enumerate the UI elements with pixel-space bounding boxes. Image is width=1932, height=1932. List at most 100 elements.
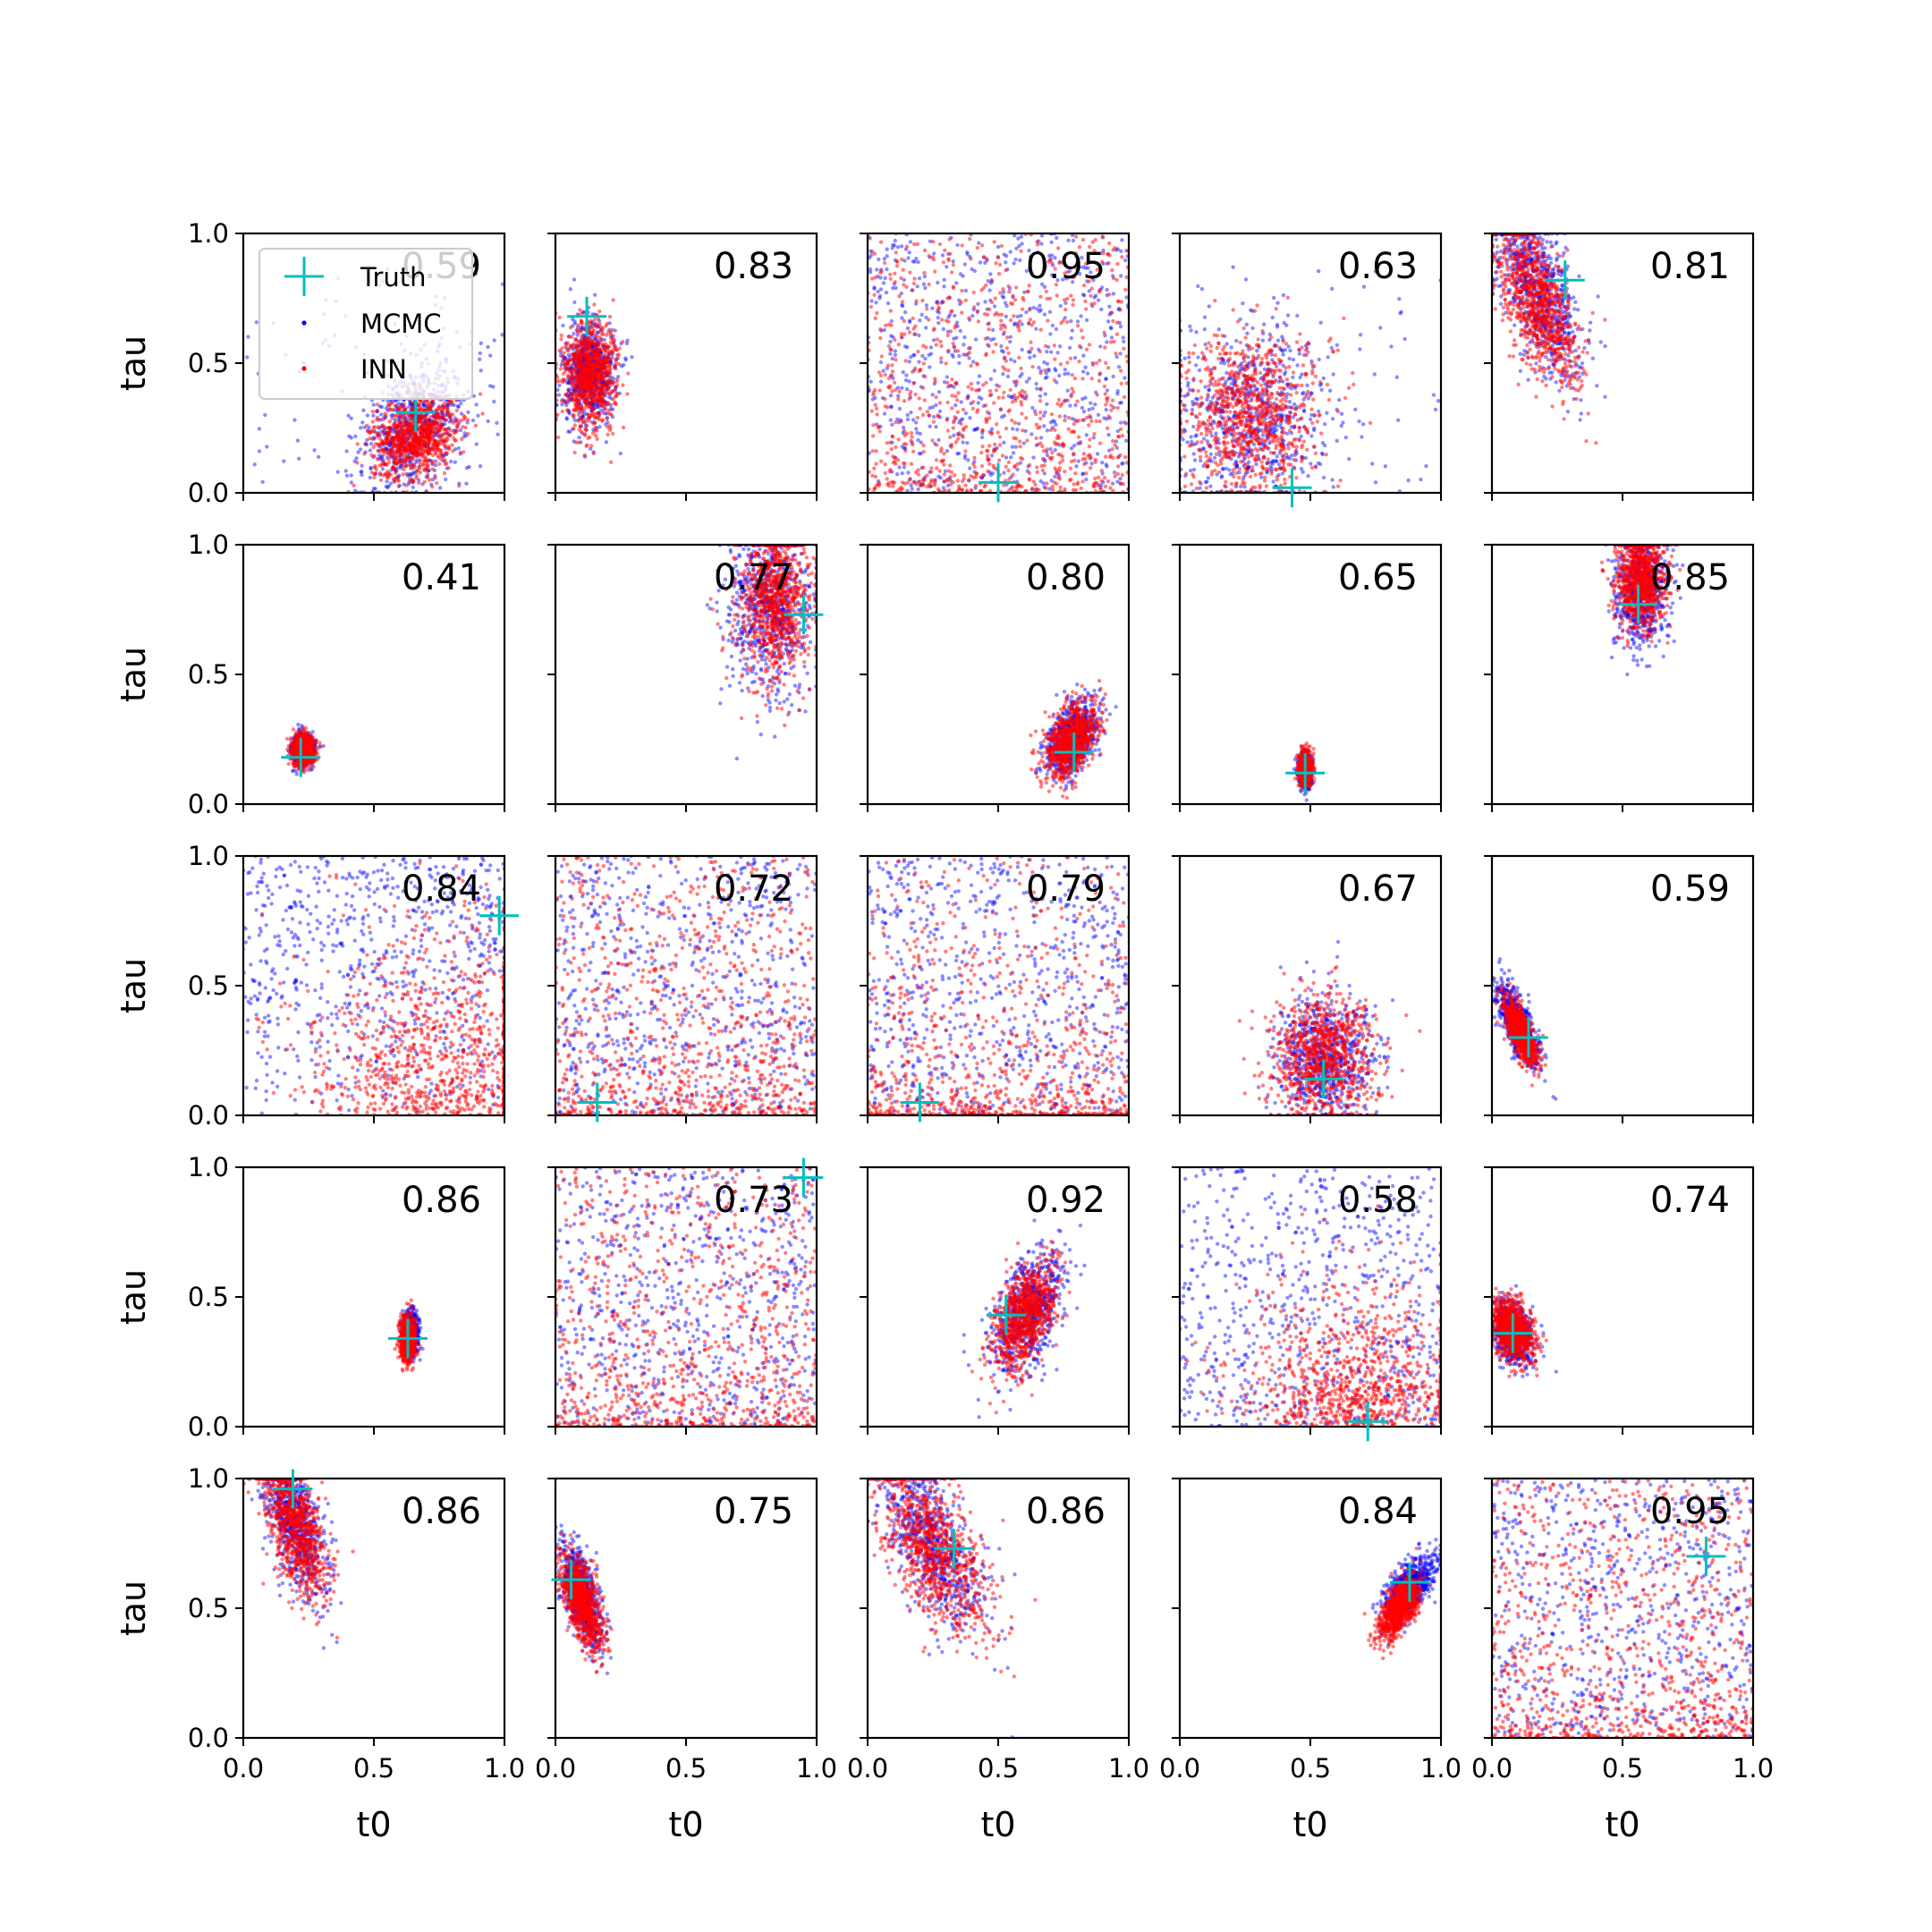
mcmc-point: [1076, 459, 1081, 463]
mcmc-point: [1015, 428, 1020, 432]
mcmc-point: [1229, 345, 1233, 350]
inn-point: [972, 464, 977, 470]
inn-point: [579, 318, 583, 323]
inn-point: [883, 462, 887, 467]
inn-point: [564, 362, 569, 367]
inn-point: [1019, 249, 1023, 253]
mcmc-point: [411, 471, 415, 476]
inn-point: [576, 388, 580, 393]
inn-point: [404, 454, 410, 459]
inn-point: [1103, 392, 1108, 396]
inn-point: [935, 466, 939, 470]
mcmc-point: [952, 385, 956, 389]
inn-point: [396, 474, 401, 479]
inn-point: [906, 480, 911, 485]
mcmc-point: [365, 413, 370, 418]
mcmc-point: [1070, 417, 1075, 421]
inn-point: [369, 429, 374, 434]
inn-point: [418, 416, 422, 420]
mcmc-point: [556, 393, 562, 397]
inn-point: [911, 479, 916, 485]
inn-point: [1042, 463, 1046, 468]
mcmc-point: [955, 242, 960, 248]
inn-point: [1097, 378, 1102, 383]
mcmc-point: [360, 472, 364, 478]
inn-point: [417, 453, 421, 457]
mcmc-point: [1087, 289, 1092, 293]
inn-point: [1092, 432, 1097, 436]
mcmc-point: [1042, 267, 1047, 272]
inn-point: [1075, 324, 1080, 328]
mcmc-point: [934, 402, 938, 408]
inn-point: [1013, 285, 1019, 290]
mcmc-point: [297, 456, 301, 461]
mcmc-point: [1269, 460, 1274, 465]
inn-point: [381, 417, 386, 421]
inn-point: [1056, 475, 1061, 480]
inn-point: [901, 267, 905, 272]
inn-point: [1008, 387, 1013, 393]
inn-point: [1106, 426, 1110, 430]
inn-point: [913, 392, 918, 397]
inn-point: [966, 385, 970, 389]
mcmc-point: [1287, 356, 1292, 361]
inn-point: [873, 316, 877, 320]
inn-point: [936, 301, 940, 306]
mcmc-point: [936, 316, 941, 320]
mcmc-point: [945, 375, 950, 379]
inn-point: [441, 454, 445, 460]
mcmc-point: [1112, 405, 1116, 410]
mcmc-point: [245, 355, 250, 360]
mcmc-point: [972, 428, 977, 432]
mcmc-point: [1221, 466, 1225, 471]
inn-point: [949, 270, 954, 275]
inn-point: [578, 384, 582, 388]
inn-point: [1018, 394, 1023, 398]
inn-point: [953, 323, 958, 327]
inn-point: [937, 242, 943, 247]
inn-point: [963, 352, 969, 358]
mcmc-point: [377, 453, 382, 458]
inn-point: [951, 341, 955, 346]
inn-point: [383, 411, 387, 416]
inn-point: [455, 418, 460, 422]
inn-point: [1027, 477, 1032, 481]
inn-point: [594, 433, 598, 438]
inn-point: [583, 427, 588, 431]
inn-point: [893, 280, 897, 284]
mcmc-point: [495, 420, 499, 425]
inn-point: [595, 340, 600, 344]
inn-point: [1124, 275, 1129, 280]
mcmc-point: [967, 356, 971, 360]
mcmc-point: [368, 475, 372, 480]
inn-point: [872, 466, 877, 470]
mcmc-point: [917, 451, 922, 456]
inn-point: [888, 309, 893, 313]
inn-point: [582, 392, 587, 396]
inn-point: [1111, 248, 1115, 252]
inn-point: [594, 380, 598, 385]
mcmc-point: [1083, 395, 1088, 400]
mcmc-point: [911, 259, 915, 264]
inn-point: [417, 480, 421, 485]
mcmc-point: [379, 404, 385, 410]
inn-point: [987, 321, 992, 326]
inn-point: [982, 312, 987, 317]
mcmc-point: [1038, 308, 1043, 312]
inn-point: [908, 477, 912, 481]
inn-point: [614, 385, 618, 389]
inn-point: [917, 396, 921, 401]
mcmc-point: [1055, 235, 1059, 241]
mcmc-point: [260, 479, 265, 484]
mcmc-point: [295, 438, 301, 443]
mcmc-point: [1043, 376, 1048, 380]
mcmc-point: [877, 296, 882, 301]
inn-point: [564, 342, 569, 347]
mcmc-point: [1181, 437, 1185, 442]
inn-point: [1027, 308, 1032, 312]
mcmc-point: [1109, 335, 1114, 340]
mcmc-point: [876, 289, 880, 294]
inn-point: [1006, 284, 1011, 289]
inn-point: [875, 412, 879, 417]
inn-point: [1040, 444, 1045, 449]
